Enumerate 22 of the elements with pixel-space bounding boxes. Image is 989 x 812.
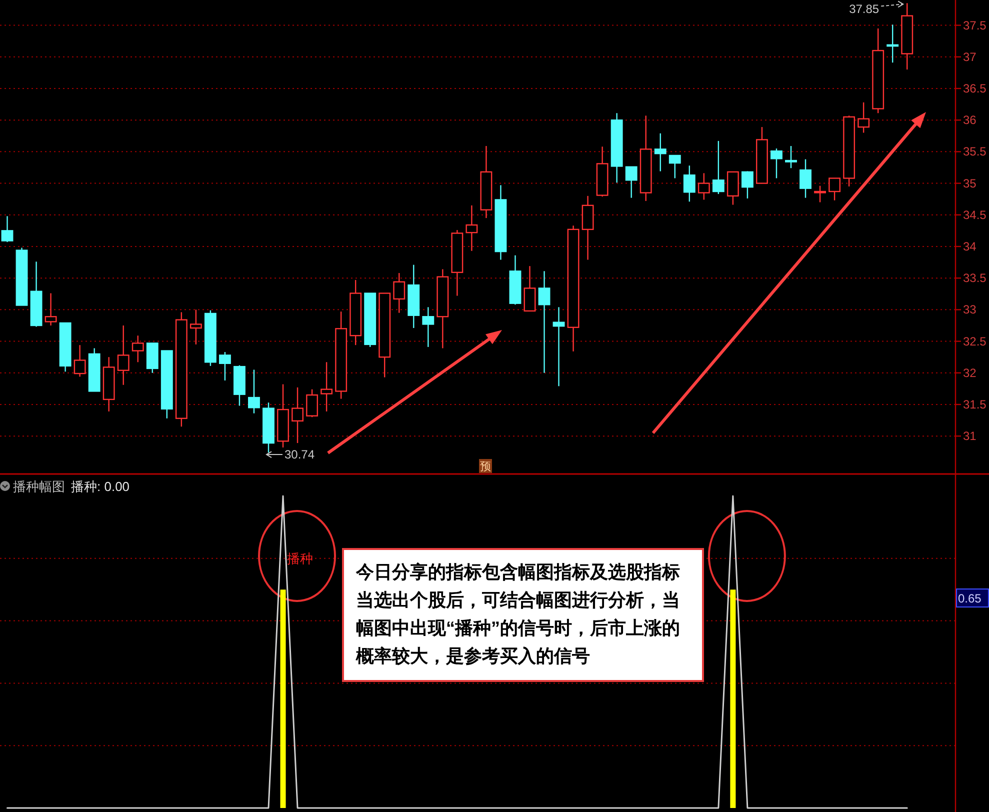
annotation: 30.74 xyxy=(284,448,315,462)
y-tick-label: 35.5 xyxy=(963,144,987,159)
y-tick-label: 32.5 xyxy=(963,334,987,348)
y-tick-label: 31.5 xyxy=(963,397,987,412)
y-tick-label: 36 xyxy=(963,113,977,128)
y-tick-label: 34 xyxy=(963,239,977,254)
y-tick-label: 34.5 xyxy=(963,208,987,222)
y-tick-label: 37 xyxy=(963,50,977,64)
note: 今日分享的指标包含幅图指标及选股指标当选出个股后，可结合幅图进行分析，当幅图中出现“播种”的信号时，后市上涨的概率较大，是参考买入的信号 xyxy=(342,548,704,682)
y-tick-label: 35 xyxy=(963,176,977,190)
chart-title: 播种幅图 xyxy=(13,479,65,494)
y-tick-label: 36.5 xyxy=(963,81,987,96)
annotation: 37.85 xyxy=(849,2,880,16)
y-tick-label: 37.5 xyxy=(963,18,987,32)
y-tick-label: 31 xyxy=(963,429,977,444)
y-tick-label: 33 xyxy=(963,302,977,317)
y-tick-label: 33.5 xyxy=(963,271,987,286)
y-tick-label: 32 xyxy=(963,366,977,380)
text: 播种: 0.00 xyxy=(71,479,130,494)
annotation: 播种 xyxy=(287,551,314,566)
annotation: 预 xyxy=(480,461,491,473)
text: 0.65 xyxy=(958,592,982,606)
